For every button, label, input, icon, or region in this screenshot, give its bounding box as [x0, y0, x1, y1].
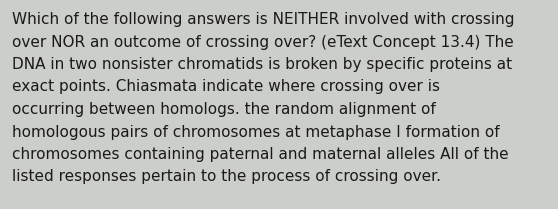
Text: listed responses pertain to the process of crossing over.: listed responses pertain to the process … — [12, 169, 441, 185]
Text: exact points. Chiasmata indicate where crossing over is: exact points. Chiasmata indicate where c… — [12, 79, 440, 94]
Text: occurring between homologs. the random alignment of: occurring between homologs. the random a… — [12, 102, 436, 117]
Text: homologous pairs of chromosomes at metaphase I formation of: homologous pairs of chromosomes at metap… — [12, 125, 499, 139]
Text: Which of the following answers is NEITHER involved with crossing: Which of the following answers is NEITHE… — [12, 12, 514, 27]
Text: over NOR an outcome of crossing over? (eText Concept 13.4) The: over NOR an outcome of crossing over? (e… — [12, 34, 514, 50]
Text: chromosomes containing paternal and maternal alleles All of the: chromosomes containing paternal and mate… — [12, 147, 509, 162]
Text: DNA in two nonsister chromatids is broken by specific proteins at: DNA in two nonsister chromatids is broke… — [12, 57, 512, 72]
